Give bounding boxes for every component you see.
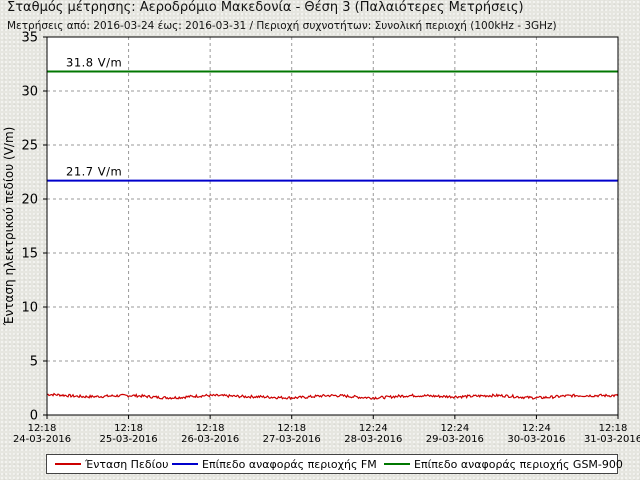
legend-label-field: Ένταση Πεδίου xyxy=(85,458,169,471)
legend-swatch-field xyxy=(55,463,81,465)
x-tick-time: 12:18 xyxy=(277,423,306,434)
plot-border xyxy=(46,36,619,416)
x-tick-date: 28-03-2016 xyxy=(344,434,402,445)
legend-swatch-gsm xyxy=(384,463,410,465)
y-axis-label: Ένταση ηλεκτρικού πεδίου (V/m) xyxy=(2,127,16,327)
chart-title: Σταθμός μέτρησης: Αεροδρόμιο Μακεδονία -… xyxy=(7,0,524,15)
plot-background xyxy=(47,37,618,415)
reference-line-label: 21.7 V/m xyxy=(66,165,122,179)
series-line-field xyxy=(46,392,619,401)
y-tick-label: 5 xyxy=(30,355,38,370)
y-tick-label: 20 xyxy=(21,193,38,208)
x-tick-date: 29-03-2016 xyxy=(426,434,484,445)
legend-item-fm: Επίπεδο αναφοράς περιοχής FM xyxy=(172,458,377,471)
legend-label-fm: Επίπεδο αναφοράς περιοχής FM xyxy=(202,458,377,471)
x-tick-time: 12:18 xyxy=(196,423,225,434)
legend-swatch-fm xyxy=(172,463,198,465)
legend-label-gsm: Επίπεδο αναφοράς περιοχής GSM-900 xyxy=(414,458,623,471)
y-tick-label: 15 xyxy=(21,247,38,262)
legend-item-gsm: Επίπεδο αναφοράς περιοχής GSM-900 xyxy=(384,458,623,471)
y-tick-label: 25 xyxy=(21,139,38,154)
legend: Ένταση Πεδίου Επίπεδο αναφοράς περιοχής … xyxy=(46,454,623,474)
x-tick-time: 12:24 xyxy=(359,423,388,434)
x-tick-date: 30-03-2016 xyxy=(507,434,565,445)
x-tick-time: 12:18 xyxy=(28,423,57,434)
chart-subtitle: Μετρήσεις από: 2016-03-24 έως: 2016-03-3… xyxy=(7,20,557,32)
x-tick-time: 12:18 xyxy=(114,423,143,434)
reference-lines: 31.8 V/m 21.7 V/m xyxy=(47,56,618,182)
series-layer xyxy=(46,392,619,401)
legend-item-field: Ένταση Πεδίου xyxy=(55,458,168,471)
x-tick-date: 27-03-2016 xyxy=(263,434,321,445)
y-tick-label: 30 xyxy=(21,85,38,100)
y-tick-label: 0 xyxy=(30,409,38,424)
reference-line-label: 31.8 V/m xyxy=(66,56,122,70)
y-axis-ticks: 0 5 10 15 20 25 30 35 xyxy=(21,31,47,424)
x-axis-ticks: 12:1824-03-201612:1825-03-201612:1826-03… xyxy=(13,415,640,445)
x-tick-time: 12:18 xyxy=(599,423,628,434)
y-tick-label: 35 xyxy=(21,31,38,46)
x-tick-time: 12:24 xyxy=(522,423,551,434)
x-tick-date: 31-03-2016 xyxy=(584,434,640,445)
grid xyxy=(47,37,618,415)
x-tick-time: 12:24 xyxy=(440,423,469,434)
x-tick-date: 26-03-2016 xyxy=(181,434,239,445)
x-tick-date: 25-03-2016 xyxy=(100,434,158,445)
y-tick-label: 10 xyxy=(21,301,38,316)
x-tick-date: 24-03-2016 xyxy=(13,434,71,445)
